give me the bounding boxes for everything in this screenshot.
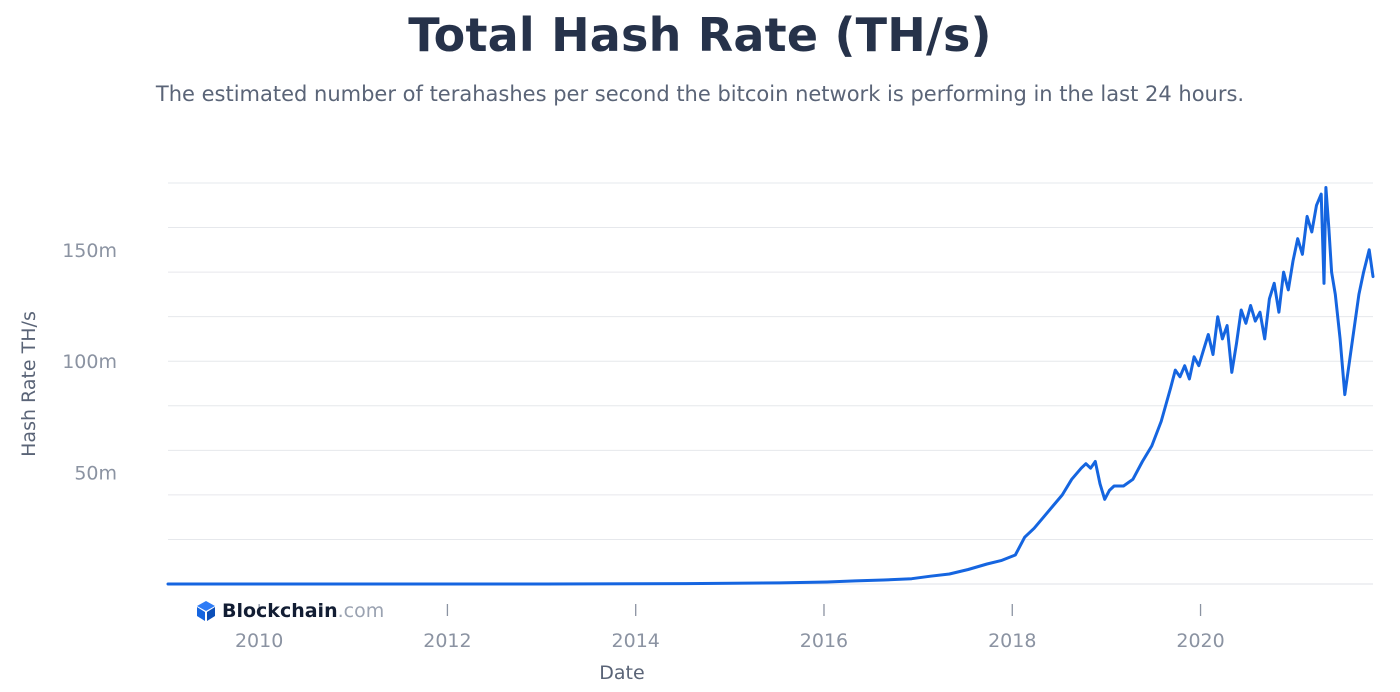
y-tick-label: 150m [62,240,117,262]
x-tick-label: 2020 [1176,630,1224,652]
chart-subtitle: The estimated number of terahashes per s… [155,82,1245,106]
blockchain-logo: Blockchain .com [195,600,384,622]
y-axis-title: Hash Rate TH/s [18,311,40,457]
grid [168,182,1373,585]
x-tick-label: 2012 [423,630,471,652]
x-axis-title: Date [599,662,644,684]
cube-icon [197,601,215,621]
logo-tld: .com [337,600,385,622]
y-tick-label: 100m [62,351,117,373]
hash-rate-series-line [166,186,1375,586]
chart-title: Total Hash Rate (TH/s) [408,8,992,62]
x-tick-label: 2010 [235,630,283,652]
y-axis-ticks: 50m 100m 150m [62,240,117,485]
x-tick-label: 2018 [988,630,1036,652]
y-tick-label: 50m [74,463,117,485]
x-axis-ticks: 2010 2012 2014 2016 2018 2020 [235,604,1225,652]
series-layer [166,186,1375,586]
x-tick-label: 2014 [612,630,660,652]
logo-name: Blockchain [222,600,338,622]
x-tick-label: 2016 [800,630,848,652]
